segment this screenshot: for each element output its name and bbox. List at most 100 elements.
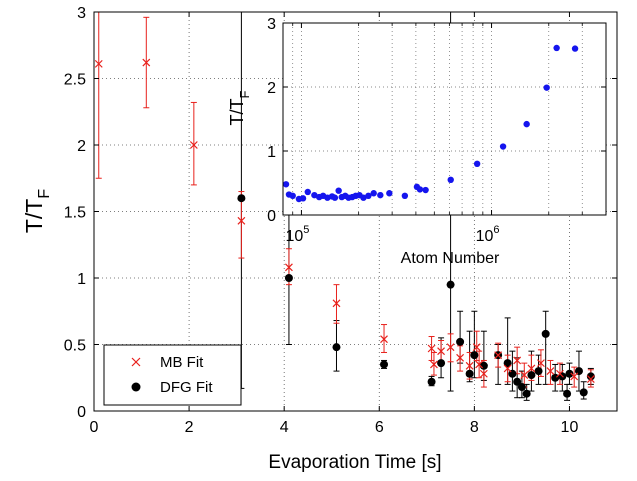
inset-x-axis-label: Atom Number xyxy=(401,250,500,267)
dfg-point xyxy=(513,377,522,386)
mb-point-stroke-b xyxy=(465,361,474,370)
dfg-point xyxy=(534,367,543,376)
mb-point-stroke-b xyxy=(479,369,488,378)
mb-point xyxy=(380,335,388,344)
dfg-point xyxy=(456,337,465,346)
inset-x-tick-exponent: 6 xyxy=(493,224,499,236)
main-y-tick-label: 2 xyxy=(77,138,86,155)
inset-point xyxy=(473,160,481,167)
inset-y-tick-label: 0 xyxy=(267,208,276,225)
mb-point-stroke-b xyxy=(556,369,564,378)
inset-point xyxy=(289,192,296,199)
dfg-point xyxy=(527,371,536,380)
inset-point xyxy=(553,44,560,52)
main-x-axis-label: Evaporation Time [s] xyxy=(268,452,441,473)
mb-point-stroke-b xyxy=(586,375,595,384)
inset-x-tick-exponent: 5 xyxy=(303,224,309,236)
inset-point xyxy=(304,188,311,196)
inset-x-tick-label: 106 xyxy=(476,224,500,245)
mb-point xyxy=(537,359,545,368)
inset-background xyxy=(283,23,606,215)
inset-point xyxy=(335,187,342,194)
main-y-axis-label: T/TF xyxy=(21,189,53,234)
dfg-point xyxy=(579,388,588,397)
mb-point-stroke-b xyxy=(503,364,512,373)
main-x-tick-label: 2 xyxy=(185,419,194,436)
main-markers xyxy=(94,58,595,398)
inset-point xyxy=(543,84,550,91)
mb-point-stroke-b xyxy=(380,335,388,344)
inset-y-axis-label-main: T/T xyxy=(227,98,247,125)
mb-point xyxy=(189,141,198,149)
inset-y-tick-label: 2 xyxy=(267,80,276,97)
dfg-point xyxy=(380,360,389,369)
inset-point xyxy=(571,45,579,52)
mb-point xyxy=(437,347,446,356)
mb-point xyxy=(503,364,512,373)
main-y-tick-label: 3 xyxy=(77,5,86,22)
mb-point-stroke-b xyxy=(546,367,555,376)
inset-point xyxy=(311,191,318,199)
inset-grid xyxy=(283,22,606,216)
mb-point-stroke-b xyxy=(456,353,465,362)
inset-y-tick-label: 1 xyxy=(267,144,276,161)
main-x-tick-label: 10 xyxy=(561,419,579,436)
dfg-point xyxy=(565,369,574,378)
dfg-point xyxy=(446,280,455,289)
dfg-point xyxy=(237,194,246,203)
inset-markers xyxy=(282,44,579,203)
legend-label-dfg: DFG Fit xyxy=(160,379,213,396)
mb-point-stroke-b xyxy=(94,59,103,68)
mb-point-stroke-b xyxy=(437,347,446,356)
mb-point xyxy=(586,375,595,384)
inset-y-axis-label-subscript: F xyxy=(237,90,252,98)
mb-point xyxy=(556,369,564,378)
mb-point-stroke-b xyxy=(427,344,436,353)
main-y-axis-label-subscript: F xyxy=(36,189,53,199)
inset-point xyxy=(365,192,372,199)
inset-point xyxy=(447,176,454,183)
main-x-tick-label: 4 xyxy=(280,419,289,436)
main-y-tick-label: 0.5 xyxy=(64,338,86,355)
main-x-tick-label: 0 xyxy=(90,419,99,436)
main-y-tick-label: 0 xyxy=(77,404,86,421)
inset-point xyxy=(370,190,377,197)
mb-point xyxy=(475,360,484,369)
legend-mb-x xyxy=(131,357,141,367)
mb-point-stroke-b xyxy=(446,343,455,352)
main-y-axis-label-main: T/T xyxy=(21,199,47,234)
main-x-tick-label: 6 xyxy=(375,419,384,436)
main-y-tick-label: 2.5 xyxy=(64,72,86,89)
dfg-point xyxy=(503,359,512,368)
dfg-point xyxy=(522,389,531,398)
mb-point-stroke-b xyxy=(520,371,529,380)
inset-point xyxy=(282,181,290,188)
mb-point-stroke-b xyxy=(332,299,341,308)
legend-label-mb: MB Fit xyxy=(160,354,204,371)
mb-point-stroke-b xyxy=(430,360,438,369)
main-y-tick-label: 1.5 xyxy=(64,205,86,222)
mb-point-stroke-b xyxy=(527,364,536,373)
mb-point xyxy=(456,353,465,362)
legend: MB Fit DFG Fit xyxy=(103,344,242,406)
mb-point xyxy=(465,361,474,370)
mb-point xyxy=(513,356,522,365)
dfg-point xyxy=(470,351,479,360)
mb-point xyxy=(520,371,529,380)
mb-point-stroke-b xyxy=(285,263,293,272)
mb-point-stroke-b xyxy=(189,141,198,149)
mb-point xyxy=(285,263,293,272)
mb-point xyxy=(427,344,436,353)
inset-point xyxy=(499,143,507,150)
inset-point xyxy=(523,120,530,128)
inset-point xyxy=(299,195,307,202)
mb-point-stroke-b xyxy=(142,58,151,67)
mb-point-stroke-b xyxy=(475,360,484,369)
mb-point xyxy=(479,369,488,378)
inset-x-tick-label: 105 xyxy=(285,224,309,245)
